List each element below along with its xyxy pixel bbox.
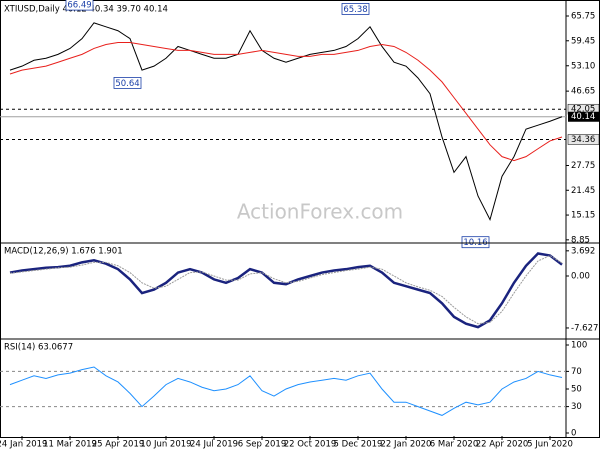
- x-tick-label: 22 Oct 2019: [284, 440, 337, 450]
- panel-title: RSI(14) 63.0677: [4, 343, 73, 353]
- y-tick-label: 15.15: [571, 211, 595, 221]
- series-line: [9, 22, 563, 221]
- x-tick-label: 5 Dec 2019: [334, 440, 383, 450]
- level-label: 42.05: [571, 105, 595, 115]
- last-price-box: [568, 111, 599, 122]
- y-tick-label: 46.65: [571, 87, 595, 97]
- y-tick-label: 30: [571, 402, 582, 412]
- x-tick-label: 22 Jan 2020: [381, 440, 432, 450]
- y-tick-label: 65.75: [571, 11, 595, 21]
- x-tick-label: 11 Mar 2019: [43, 440, 97, 450]
- series-line: [9, 252, 563, 329]
- y-tick-label: 27.75: [571, 161, 595, 171]
- y-tick-label: 70: [571, 367, 582, 377]
- x-tick-label: 6 Mar 2020: [430, 440, 478, 450]
- y-tick-label: 59.45: [571, 36, 595, 46]
- series-line: [9, 254, 563, 325]
- y-tick-label: 8.85: [571, 235, 590, 245]
- y-tick-label: 100: [571, 341, 587, 351]
- y-tick-label: 21.45: [571, 186, 595, 196]
- y-tick-label: 50: [571, 385, 582, 395]
- y-tick-label: 3.692: [571, 246, 595, 256]
- annotation-box: [341, 3, 370, 15]
- panel-title: MACD(12,26,9) 1.676 1.901: [4, 247, 123, 257]
- annotation-label: 50.64: [115, 79, 139, 89]
- x-tick-label: 24 Jul 2019: [190, 440, 238, 450]
- series-line: [9, 366, 563, 416]
- annotation-label: 66.49: [67, 1, 91, 11]
- annotation-box: [65, 0, 94, 11]
- x-tick-label: 22 Apr 2020: [476, 440, 529, 450]
- x-tick-label: 10 Jun 2019: [140, 440, 191, 450]
- last-price-label: 40.14: [571, 112, 595, 122]
- annotation-box: [113, 77, 142, 89]
- series-line: [9, 42, 563, 162]
- x-tick-label: 24 Jan 2019: [0, 440, 47, 450]
- y-tick-label: -7.627: [571, 323, 598, 333]
- x-tick-label: 5 Jun 2020: [527, 440, 573, 450]
- annotation-label: 65.38: [343, 5, 367, 15]
- level-label: 34.36: [571, 135, 595, 145]
- level-label-box: [567, 134, 600, 145]
- y-tick-label: 53.10: [571, 61, 595, 71]
- annotation-box: [461, 236, 490, 249]
- watermark: ActionForex.com: [237, 200, 403, 224]
- y-tick-label: 0.00: [571, 271, 590, 281]
- x-tick-label: 25 Apr 2019: [92, 440, 145, 450]
- y-tick-label: 0: [571, 429, 576, 439]
- x-tick-label: 6 Sep 2019: [238, 440, 286, 450]
